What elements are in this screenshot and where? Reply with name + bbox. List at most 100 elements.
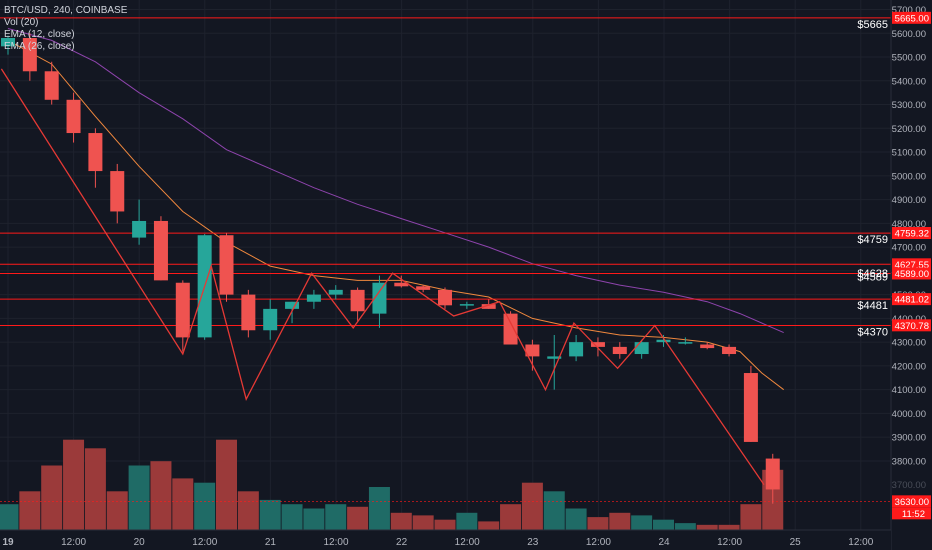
volume-bar	[521, 482, 543, 530]
x-tick-label: 19	[2, 537, 14, 548]
volume-bar	[172, 478, 194, 530]
candle-body	[569, 342, 584, 357]
price-badge-label: 4370.78	[895, 321, 929, 332]
volume-bar	[237, 491, 259, 530]
y-tick-label: 3900.00	[892, 433, 926, 444]
volume-bar	[281, 504, 303, 530]
time-badge	[892, 507, 931, 520]
candle-body	[110, 171, 125, 212]
volume-bar	[347, 506, 369, 530]
x-tick-label: 22	[396, 537, 408, 548]
price-badge	[892, 11, 931, 24]
candle-body	[44, 71, 59, 100]
candle-body	[241, 294, 256, 331]
price-badge-label: 4589.00	[895, 269, 929, 280]
candle-body	[678, 342, 693, 344]
y-tick-label: 5400.00	[892, 76, 926, 87]
volume-bar	[19, 491, 41, 530]
y-tick-label: 5000.00	[892, 171, 926, 182]
candle-body	[263, 308, 278, 331]
candle-body	[416, 286, 431, 290]
x-tick-label: 12:00	[848, 537, 873, 548]
price-badge	[892, 258, 931, 271]
volume-bar	[41, 465, 63, 530]
candle-body	[700, 344, 715, 349]
candle-body	[547, 356, 562, 359]
volume-bar	[368, 487, 390, 530]
volume-bar	[543, 491, 565, 530]
candle-body	[132, 220, 147, 238]
indicator-volume: Vol (20)	[4, 17, 39, 28]
y-tick-label: 5500.00	[892, 53, 926, 64]
price-badge-label: 4481.02	[895, 295, 929, 306]
y-tick-label: 4000.00	[892, 409, 926, 420]
candle-body	[722, 346, 737, 355]
x-tick-label: 12:00	[717, 537, 742, 548]
y-tick-label: 4700.00	[892, 243, 926, 254]
candle-body	[66, 99, 81, 134]
y-tick-label: 5200.00	[892, 124, 926, 135]
x-tick-label: 12:00	[323, 537, 348, 548]
candle-body	[219, 235, 234, 295]
y-tick-label: 4900.00	[892, 195, 926, 206]
candle-body	[612, 346, 627, 355]
volume-bar	[653, 519, 674, 530]
candle-body	[1, 38, 15, 47]
volume-bar	[63, 439, 85, 530]
candle-body	[459, 304, 474, 306]
y-tick-label: 4200.00	[892, 361, 926, 372]
level-label: $4589	[857, 271, 888, 283]
y-tick-label: 5100.00	[892, 148, 926, 159]
candle-body	[175, 282, 190, 338]
candle-body	[765, 458, 780, 490]
x-tick-label: 20	[134, 537, 146, 548]
volume-bar	[303, 508, 325, 530]
price-badge	[892, 319, 931, 332]
y-tick-label: 4100.00	[892, 385, 926, 396]
level-label: $4481	[857, 300, 888, 312]
time-badge-label: 11:52	[902, 509, 925, 520]
candle-body	[394, 282, 409, 287]
x-tick-label: 12:00	[61, 537, 86, 548]
y-tick-label: 3700.00	[892, 480, 926, 491]
candle-body	[306, 294, 321, 302]
price-badge	[892, 293, 931, 306]
level-label: $4628	[857, 268, 888, 280]
volume-bar	[565, 508, 587, 530]
y-tick-label: 4800.00	[892, 219, 926, 230]
y-tick-label: 5700.00	[892, 5, 926, 16]
volume-bar	[587, 517, 609, 530]
volume-bar	[434, 519, 456, 530]
price-badge-label: 3630.00	[895, 497, 929, 508]
x-tick-label: 12:00	[192, 537, 217, 548]
volume-bar	[216, 439, 237, 530]
ema26-line	[7, 28, 784, 334]
volume-bar	[128, 465, 150, 530]
x-tick-label: 23	[527, 537, 539, 548]
candle-body	[372, 282, 387, 314]
volume-bar	[500, 504, 522, 530]
y-tick-label: 5600.00	[892, 29, 926, 40]
x-tick-label: 21	[265, 537, 277, 548]
price-badge	[892, 267, 931, 280]
volume-bar	[456, 512, 478, 530]
candle-body	[525, 344, 540, 357]
y-tick-label: 5300.00	[892, 100, 926, 111]
volume-bar	[150, 461, 172, 530]
y-tick-label: 4300.00	[892, 338, 926, 349]
volume-bar	[631, 515, 653, 530]
indicator-ema12: EMA (12, close)	[4, 29, 75, 40]
volume-bar	[194, 482, 216, 530]
volume-bar	[390, 512, 412, 530]
volume-bar	[478, 521, 500, 530]
volume-bar	[259, 499, 281, 530]
price-badge	[892, 495, 931, 508]
price-badge-label: 5665.00	[895, 13, 929, 24]
volume-bar	[740, 504, 762, 530]
candle-body	[656, 339, 671, 343]
price-badge	[892, 227, 931, 240]
candle-body	[88, 133, 103, 172]
volume-bar	[696, 524, 718, 530]
indicator-ema26: EMA (26, close)	[4, 41, 75, 52]
